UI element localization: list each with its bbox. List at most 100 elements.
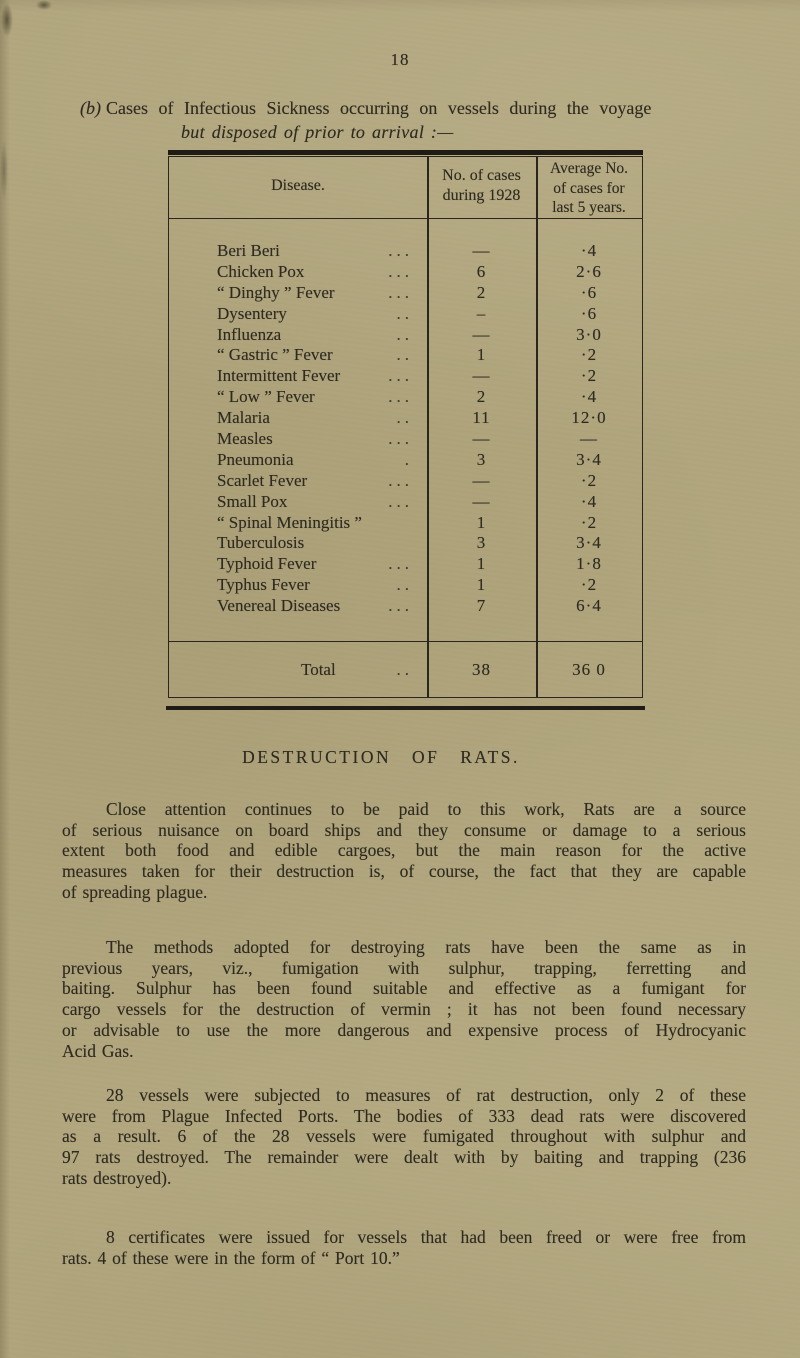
cases-value: 2	[476, 387, 487, 407]
cases-value: 3	[476, 533, 487, 553]
disease-name: Measles	[217, 429, 273, 449]
leader-dots: ...	[388, 241, 413, 260]
disease-name-cell: Venereal Diseases ...	[169, 596, 427, 617]
disease-name: “ Spinal Meningitis ”	[217, 512, 362, 532]
table-bottom-rule	[166, 706, 645, 710]
page-number: 18	[390, 50, 410, 69]
cases-value: 11	[472, 408, 491, 428]
table-row: Dysentery .. – ·6	[169, 304, 642, 325]
table-row: Typhoid Fever ... 1 1·8	[169, 554, 642, 575]
table-row: Intermittent Fever ... — ·2	[169, 366, 642, 387]
table-row: Beri Beri ... — ·4	[169, 241, 642, 262]
table-box: Disease. No. of cases during 1928 Averag…	[168, 156, 643, 698]
disease-name: Scarlet Fever	[217, 470, 308, 490]
table-row: Pneumonia . 3 3·4	[169, 450, 642, 471]
rats-section-heading: DESTRUCTION OF RATS.	[242, 747, 520, 767]
disease-name-cell: Typhoid Fever ...	[169, 554, 427, 575]
text-line: measures taken for their destruction is,…	[62, 861, 746, 882]
average-value: ·2	[580, 575, 598, 595]
header-line: of cases for	[553, 179, 625, 197]
leader-dots: .	[404, 449, 413, 469]
average-value: ·4	[580, 491, 598, 511]
disease-name: Influenza	[217, 324, 282, 344]
rats-paragraph-4: 8 certificates were issued for vessels t…	[62, 1227, 746, 1268]
leader-dots: ...	[388, 554, 413, 574]
section-title-text: Cases of Infectious Sickness occurring o…	[106, 98, 652, 118]
table-row: “ Spinal Meningitis ” 1 ·2	[169, 513, 642, 534]
cases-value: –	[476, 303, 487, 323]
text-line: as a result. 6 of the 28 vessels were fu…	[62, 1126, 746, 1147]
leader-dots: ...	[388, 282, 413, 302]
disease-name: Dysentery	[217, 303, 287, 323]
cases-value: 6	[476, 261, 487, 281]
cases-value: 1	[476, 345, 487, 365]
leader-dots: ...	[388, 387, 413, 407]
text-line: Close attention continues to be paid to …	[106, 799, 746, 819]
cases-value: —	[472, 491, 491, 511]
cases-value: —	[472, 429, 491, 449]
column-header-disease: Disease.	[271, 177, 325, 194]
average-value: ·6	[580, 303, 598, 323]
average-value: 12·0	[571, 408, 607, 428]
average-value: ·6	[580, 282, 598, 302]
table-row: Venereal Diseases ... 7 6·4	[169, 596, 642, 617]
table-row: “ Dinghy ” Fever ... 2 ·6	[169, 283, 642, 304]
disease-name: Beri Beri	[217, 241, 280, 260]
leader-dots: ..	[396, 575, 413, 595]
disease-name-cell: “ Dinghy ” Fever ...	[169, 283, 427, 304]
text-line: The methods adopted for destroying rats …	[106, 937, 746, 957]
section-b-heading: (b) Cases of Infectious Sickness occurrin…	[80, 96, 756, 144]
disease-name: Malaria	[217, 408, 270, 428]
leader-dots: ...	[388, 491, 413, 511]
table-header-underline	[169, 218, 642, 220]
table-row: “ Gastric ” Fever .. 1 ·2	[169, 345, 642, 366]
table-column-divider	[536, 157, 538, 697]
table-row: Influenza .. — 3·0	[169, 325, 642, 346]
disease-name-cell: Malaria ..	[169, 408, 427, 429]
disease-name-cell: Scarlet Fever ...	[169, 471, 427, 492]
average-value: ·4	[580, 387, 598, 407]
disease-name: “ Dinghy ” Fever	[217, 282, 335, 302]
disease-name-cell: Small Pox ...	[169, 492, 427, 513]
text-line: extent both food and edible cargoes, but…	[62, 840, 746, 861]
header-line: No. of cases	[442, 167, 521, 184]
average-value: ·2	[580, 366, 598, 386]
text-line: of serious nuisance on board ships and t…	[62, 819, 746, 840]
header-line: Average No.	[549, 160, 629, 177]
text-line: Acid Gas.	[62, 1040, 134, 1061]
total-label: Total	[301, 660, 336, 679]
header-line: last 5 years.	[552, 199, 626, 216]
disease-name: Pneumonia	[217, 449, 294, 469]
table-header-row: Disease. No. of cases during 1928 Averag…	[169, 157, 642, 218]
total-label-cell: Total ..	[169, 658, 427, 682]
disease-name-cell: Typhus Fever ..	[169, 575, 427, 596]
column-header-cases-1928: No. of cases during 1928	[427, 157, 536, 218]
disease-name: Small Pox	[217, 491, 288, 511]
table-row: Malaria .. 11 12·0	[169, 408, 642, 429]
cases-value: 1	[476, 554, 487, 574]
text-line: previous years, viz., fumigation with su…	[62, 957, 746, 978]
disease-name-cell: Influenza ..	[169, 325, 427, 346]
cases-value: 7	[476, 596, 487, 616]
cases-value: 1	[476, 575, 487, 595]
disease-name-cell: Tuberculosis	[169, 533, 427, 554]
total-average-value: 36 0	[572, 660, 606, 679]
total-cases-value: 38	[472, 660, 491, 679]
text-line: 8 certificates were issued for vessels t…	[106, 1227, 746, 1247]
average-value: ·2	[580, 345, 598, 365]
average-value: —	[580, 429, 598, 449]
rats-paragraph-2: The methods adopted for destroying rats …	[62, 937, 746, 1061]
disease-name: Intermittent Fever	[217, 366, 341, 386]
text-line: were from Plague Infected Ports. The bod…	[62, 1105, 746, 1126]
cases-value: 1	[476, 512, 487, 532]
text-line: or advisable to use the more dangerous a…	[62, 1019, 746, 1040]
rats-paragraph-1: Close attention continues to be paid to …	[62, 799, 746, 903]
text-line: cargo vessels for the destruction of ver…	[62, 999, 746, 1020]
cases-value: —	[472, 470, 491, 490]
average-value: 3·0	[576, 324, 602, 344]
table-top-rule	[168, 150, 643, 155]
leader-dots: ...	[388, 261, 413, 281]
column-header-average: Average No. of cases for last 5 years.	[536, 157, 642, 218]
average-value: 1·8	[576, 554, 602, 574]
disease-name: Typhus Fever	[217, 575, 310, 595]
